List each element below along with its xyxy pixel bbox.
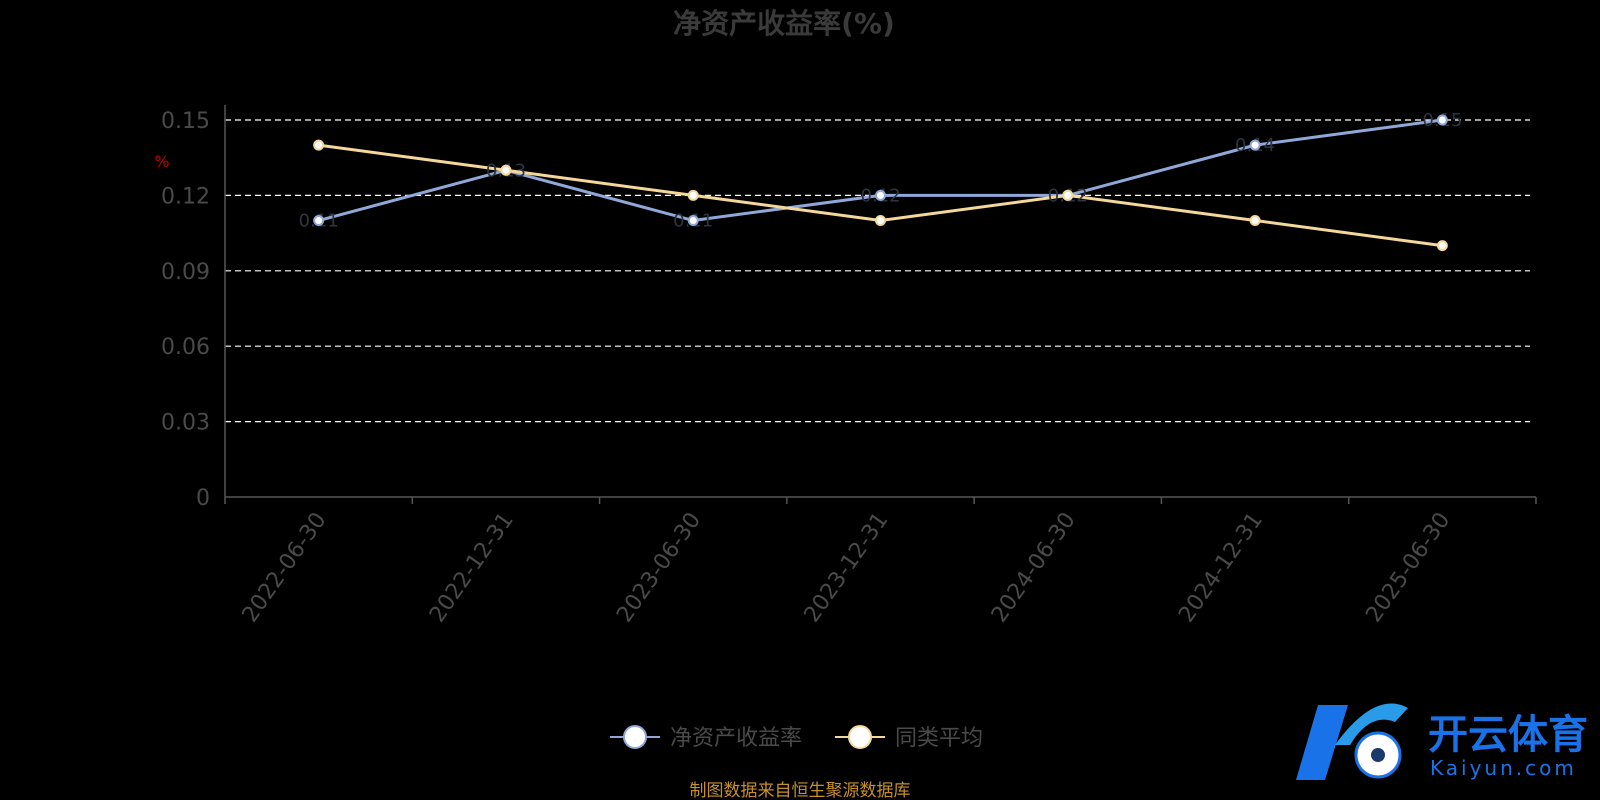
x-tick-4: 2024-06-30 xyxy=(987,508,1081,627)
y-tick-1: 0.03 xyxy=(161,411,210,436)
point-0-2 xyxy=(687,215,699,227)
legend-label-roe: 净资产收益率 xyxy=(670,726,802,751)
x-tick-2: 2023-06-30 xyxy=(612,508,706,627)
logo-sub: Kaiyun.com xyxy=(1430,756,1577,780)
point-1-1 xyxy=(500,164,512,176)
grid-lines xyxy=(225,119,1530,423)
y-tick-labels: 0 0.03 0.06 0.09 0.12 0.15 xyxy=(161,109,210,511)
y-unit-label: % xyxy=(154,152,169,171)
source-note: 制图数据来自恒生聚源数据库 xyxy=(690,781,911,800)
point-0-3 xyxy=(875,189,886,201)
x-tick-3: 2023-12-31 xyxy=(800,508,894,627)
logo-name: 开云体育 xyxy=(1428,712,1588,758)
legend-marker-roe xyxy=(623,725,647,749)
watermark-logo: 开云体育 Kaiyun.com xyxy=(1296,703,1588,780)
series-layer: 0.110.130.110.120.120.140.15 xyxy=(299,110,1462,252)
axes xyxy=(224,105,1537,504)
y-tick-4: 0.12 xyxy=(161,184,210,209)
x-tick-1: 2022-12-31 xyxy=(425,508,519,627)
x-tick-labels: 2022-06-30 2022-12-31 2023-06-30 2023-12-31… xyxy=(238,508,1456,627)
ball-center-icon xyxy=(1371,748,1385,762)
y-tick-5: 0.15 xyxy=(161,109,210,134)
point-0-5 xyxy=(1249,139,1261,151)
y-tick-2: 0.06 xyxy=(161,335,210,360)
point-1-3 xyxy=(875,215,886,227)
x-tick-5: 2024-12-31 xyxy=(1174,508,1268,627)
y-tick-0: 0 xyxy=(196,486,210,511)
y-tick-3: 0.09 xyxy=(161,260,210,285)
point-0-6 xyxy=(1436,114,1448,126)
legend[interactable]: 净资产收益率 同类平均 xyxy=(610,725,983,751)
legend-item-avg[interactable]: 同类平均 xyxy=(835,725,983,751)
legend-marker-avg xyxy=(848,725,872,749)
x-tick-0: 2022-06-30 xyxy=(238,508,332,627)
x-tick-6: 2025-06-30 xyxy=(1361,508,1455,627)
point-1-4 xyxy=(1062,189,1074,201)
legend-label-avg: 同类平均 xyxy=(895,726,983,751)
point-0-0 xyxy=(313,215,325,227)
point-1-2 xyxy=(687,189,699,201)
logo-k-arm xyxy=(1335,703,1408,745)
legend-item-roe[interactable]: 净资产收益率 xyxy=(610,725,802,751)
point-1-6 xyxy=(1436,240,1448,252)
logo-k-stroke xyxy=(1296,705,1348,780)
point-1-0 xyxy=(313,139,325,151)
point-1-5 xyxy=(1249,215,1261,227)
chart-title: 净资产收益率(%) xyxy=(673,7,895,40)
